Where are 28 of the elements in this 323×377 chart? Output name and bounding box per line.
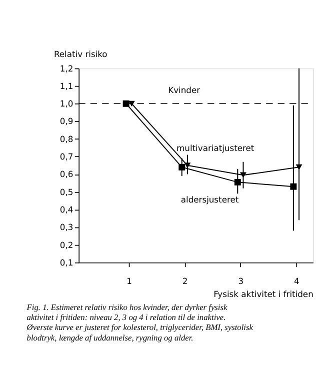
y-tick-label: 1,2 <box>60 63 74 74</box>
series-label: aldersjusteret <box>180 194 240 204</box>
series-label: multivariatjusteret <box>176 143 255 154</box>
y-tick-label: 0,6 <box>60 169 74 180</box>
y-tick-label: 0,1 <box>60 257 74 268</box>
point <box>240 172 246 178</box>
y-tick-label: 0,4 <box>60 204 74 214</box>
ref-line-label: Kvinder <box>168 84 201 95</box>
y-tick-label: 0,5 <box>60 186 74 197</box>
x-axis-title: Fysisk aktivitet i fritiden <box>214 289 314 300</box>
y-axis-title: Relativ risiko <box>54 49 108 60</box>
point <box>290 183 297 190</box>
y-tick-label: 0,9 <box>60 116 74 126</box>
point <box>234 178 241 186</box>
x-tick-label: 2 <box>182 276 188 286</box>
point <box>184 162 191 168</box>
x-tick-label: 3 <box>238 276 244 286</box>
y-tick-label: 1,1 <box>60 80 74 91</box>
y-tick-label: 0,7 <box>60 152 74 162</box>
y-tick-label: 0,8 <box>60 134 74 144</box>
y-tick-label: 1,0 <box>60 98 74 109</box>
x-tick-label: 4 <box>294 276 300 286</box>
caption: Fig. 1. Estimeret relativ risiko hos kvinder, der dyrker fysisk aktivitet i fritiden: niveau 2, 3 og 4 i relation til de inaktive. Øverste kurve er justeret for kolesterol, triglycerider, BMI, systolisk blodtryk, længde af uddannelse, rygning og alder. <box>26 303 254 342</box>
y-tick-label: 0,3 <box>60 222 74 232</box>
y-tick-label: 0,2 <box>60 240 74 250</box>
point <box>296 164 302 170</box>
point <box>178 164 186 170</box>
x-tick-label: 1 <box>126 276 132 286</box>
